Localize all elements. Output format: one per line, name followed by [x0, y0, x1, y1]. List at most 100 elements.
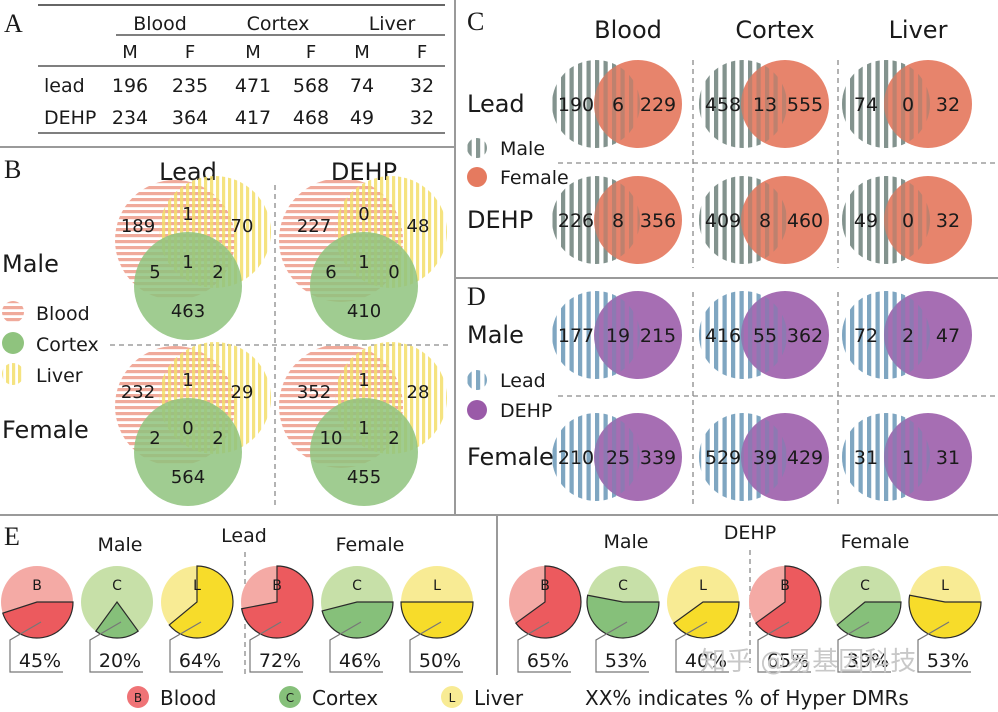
watermark: 知乎 @易基因科技	[700, 647, 916, 677]
pie-cortex: C 20%	[81, 566, 153, 673]
venn-value: 189	[121, 216, 155, 237]
venn-value: 2	[212, 428, 223, 449]
pie-letter: L	[699, 578, 707, 594]
venn2-cell: 529 39 429	[699, 413, 829, 501]
table-sub-header: M	[354, 42, 370, 63]
pie-leader-line	[249, 621, 303, 673]
venn-value: 10	[320, 428, 343, 449]
venn-value: 6	[325, 262, 336, 283]
pie-leader-line	[89, 621, 143, 673]
table-sub-header: F	[417, 42, 427, 63]
venn-overlap-stripes	[699, 413, 787, 501]
venn-value: 32	[936, 210, 960, 232]
legend-label: Female	[500, 167, 569, 189]
panel-e-pies: Lead DEHP Male B 45% C 20% L 64% Female B 72% C 46% L 5…	[1, 522, 982, 710]
legend-label: Blood	[36, 303, 90, 325]
table-sub-header: F	[306, 42, 316, 63]
legend-swatch	[279, 686, 301, 708]
pie-letter: C	[860, 578, 870, 594]
pie-hyper-slice	[321, 601, 394, 639]
venn-value: 47	[936, 325, 960, 347]
pie-cortex: C 39%	[829, 566, 902, 673]
venn2-cell: 409 8 460	[699, 176, 829, 264]
sex-label: Male	[97, 534, 142, 556]
venn-value: 0	[902, 210, 914, 232]
table-group-header: Blood	[133, 13, 187, 35]
venn-value: 1	[358, 370, 369, 391]
venn-value: 460	[787, 210, 823, 232]
venn-overlap-stripes	[552, 413, 640, 501]
pie-leader-line	[917, 621, 971, 673]
venn-value: 2	[149, 428, 160, 449]
venn-cortex-circle	[310, 398, 418, 506]
venn-value: 31	[854, 447, 878, 469]
pie-letter: L	[433, 578, 441, 594]
pie-percent-label: 20%	[99, 650, 141, 672]
legend-label: Male	[500, 138, 545, 160]
pie-blood: B 65%	[749, 565, 822, 673]
pie-hyper-slice	[400, 601, 474, 639]
venn-value: 25	[606, 447, 630, 469]
panel-dividers	[0, 0, 998, 675]
venn-value: 409	[705, 210, 741, 232]
venn-value: 70	[231, 216, 254, 237]
venn-value: 32	[936, 94, 960, 116]
venn-cortex-circle	[134, 232, 242, 340]
table-cell: 417	[235, 107, 271, 129]
venn-value: 190	[558, 94, 594, 116]
panel-letter-b: B	[4, 155, 21, 184]
venn-overlap-stripes	[552, 291, 640, 379]
sex-label: Female	[841, 531, 910, 553]
venn-value: 1	[182, 204, 193, 225]
table-sub-header: F	[185, 42, 195, 63]
pie-percent-label: 53%	[605, 650, 647, 672]
venn-value: 72	[854, 325, 878, 347]
exposure-label: DEHP	[724, 522, 776, 544]
venn-value: 1	[358, 252, 369, 273]
panel-letter-a: A	[4, 9, 23, 38]
venn-value: 210	[558, 447, 594, 469]
venn-value: 8	[759, 210, 771, 232]
venn-value: 215	[640, 325, 676, 347]
table-cell: 74	[350, 75, 374, 97]
venn2-cell: 49 0 32	[842, 176, 972, 264]
row-header: Female	[467, 443, 554, 471]
venn-value: 13	[753, 94, 777, 116]
legend-letter: B	[134, 691, 142, 705]
pie-letter: L	[193, 578, 201, 594]
pie-percent-label: 50%	[419, 650, 461, 672]
venn-value: 1	[358, 418, 369, 439]
venn-value: 0	[388, 262, 399, 283]
panel-letter-e: E	[4, 522, 20, 551]
pie-leader-line	[329, 621, 383, 673]
venn-value: 463	[171, 301, 205, 322]
pie-hyper-slice	[836, 601, 902, 639]
venn-value: 55	[753, 325, 777, 347]
legend-label: Cortex	[36, 334, 99, 356]
venn-value: 458	[705, 94, 741, 116]
table-cell: 32	[410, 107, 434, 129]
venn-value: 49	[854, 210, 878, 232]
pie-percent-label: 65%	[527, 650, 569, 672]
legend-swatch	[467, 370, 487, 390]
venn2-cell: 190 6 229	[552, 60, 682, 148]
table-cell: 568	[293, 75, 329, 97]
legend-label: Lead	[500, 370, 546, 392]
panel-letter-c: C	[467, 7, 484, 36]
row-header: Lead	[467, 90, 525, 118]
venn-value: 28	[407, 382, 430, 403]
pie-leader-line	[409, 621, 463, 673]
venn-value: 352	[297, 382, 331, 403]
venn-value: 0	[358, 204, 369, 225]
pie-leader-line	[169, 621, 223, 673]
pie-liver: L 40%	[667, 566, 740, 673]
table-sub-header: M	[245, 42, 261, 63]
table-cell: 196	[112, 75, 148, 97]
venn-overlap-stripes	[842, 291, 930, 379]
pie-percent-label: 46%	[339, 650, 381, 672]
panel-letter-d: D	[467, 282, 486, 311]
pie-letter: B	[780, 578, 790, 594]
venn-overlap-stripes	[842, 176, 930, 264]
venn-value: 48	[407, 216, 430, 237]
table-group-header: Cortex	[247, 13, 310, 35]
